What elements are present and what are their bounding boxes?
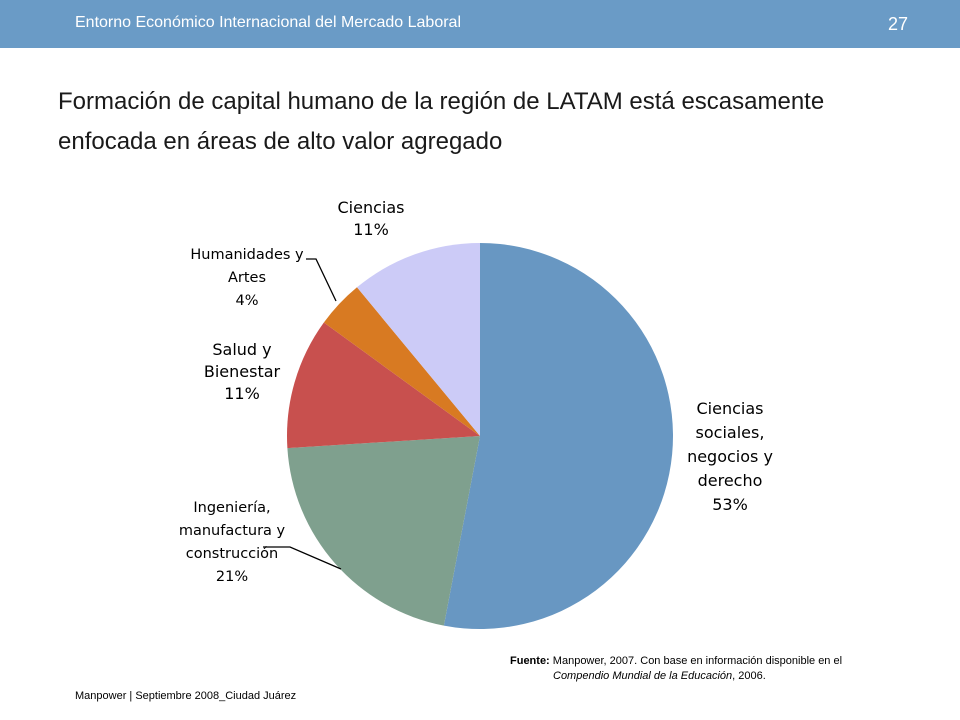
pie-slice-ciencias-sociales bbox=[443, 243, 674, 629]
slice-label-ciencias-sociales: Ciencias sociales, negocios y derecho 53% bbox=[687, 399, 773, 514]
source-line1: Manpower, 2007. Con base en información … bbox=[552, 655, 843, 667]
leader-line-ingenieria bbox=[263, 546, 342, 570]
slide-title: Formación de capital humano de la región… bbox=[58, 88, 825, 155]
pie-slice-ingenieria bbox=[287, 436, 480, 626]
source-year: , 2006. bbox=[732, 670, 766, 682]
slice-percent-ingenieria: 21% bbox=[216, 569, 248, 585]
slice-label-salud: Salud y Bienestar 11% bbox=[204, 340, 281, 403]
source-note: Fuente: Manpower, 2007. Con base en info… bbox=[510, 654, 950, 684]
slice-percent-ciencias: 11% bbox=[353, 220, 389, 239]
header-bar: Entorno Económico Internacional del Merc… bbox=[0, 0, 960, 48]
slice-label-ciencias: Ciencias 11% bbox=[338, 198, 405, 239]
leader-line-humanidades bbox=[306, 258, 337, 302]
pie-slice-ciencias bbox=[356, 243, 480, 436]
header-title: Entorno Económico Internacional del Merc… bbox=[75, 14, 462, 31]
slice-percent-humanidades: 4% bbox=[235, 293, 258, 309]
slice-label-humanidades: Humanidades y Artes 4% bbox=[190, 247, 304, 309]
slice-percent-ciencias-sociales: 53% bbox=[712, 495, 748, 514]
pie-slice-salud bbox=[287, 322, 480, 449]
slice-label-ingenieria: Ingeniería, manufactura y construcción 21% bbox=[179, 500, 286, 585]
page-number: 27 bbox=[888, 14, 909, 34]
source-publication: Compendio Mundial de la Educación bbox=[553, 670, 733, 682]
slice-percent-salud: 11% bbox=[224, 384, 260, 403]
footer-text: Manpower | Septiembre 2008_Ciudad Juárez bbox=[75, 690, 297, 702]
source-line2: Compendio Mundial de la Educación, 2006. bbox=[510, 669, 950, 684]
source-label: Fuente: bbox=[510, 655, 550, 667]
pie-slice-humanidades bbox=[323, 287, 480, 436]
